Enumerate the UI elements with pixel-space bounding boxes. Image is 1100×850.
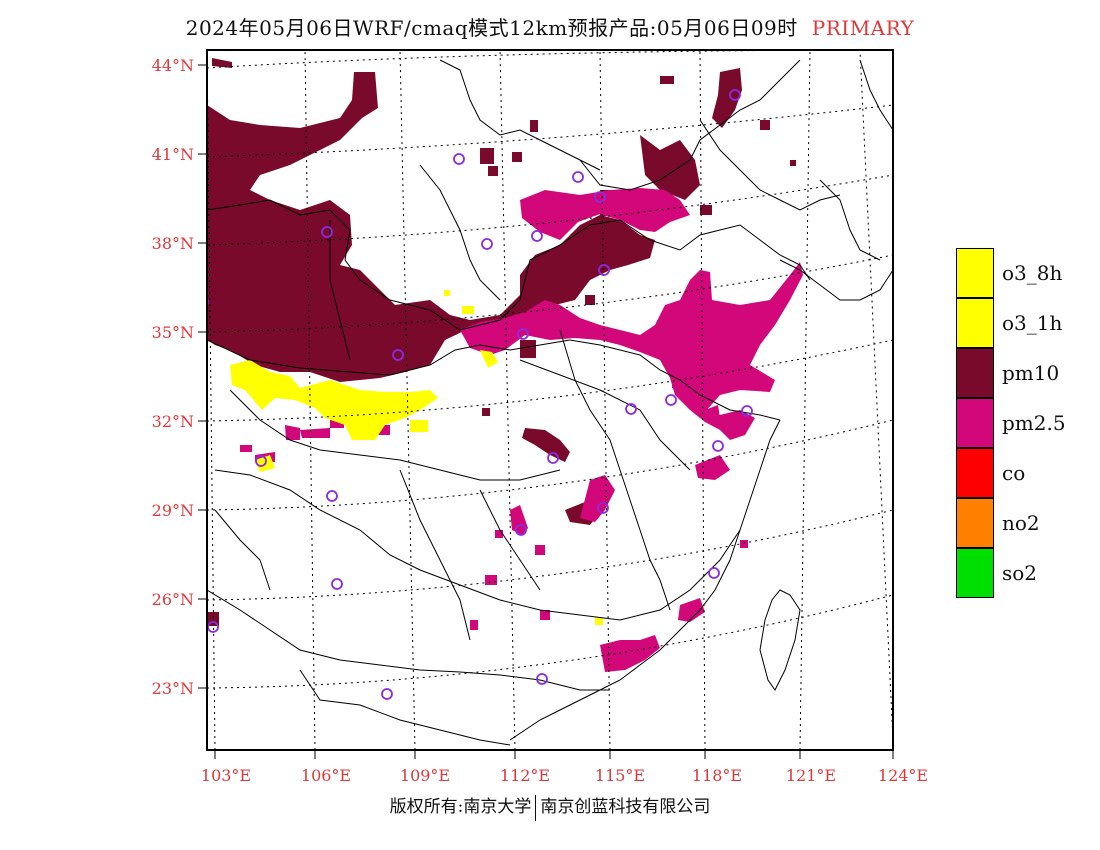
legend-swatch-o3-8h	[956, 248, 994, 298]
legend-item-pm25: pm2.5	[956, 397, 1066, 448]
legend-item-no2: no2	[956, 497, 1066, 548]
pm25-layer	[240, 188, 803, 672]
legend-swatch-o3-1h	[956, 297, 994, 348]
lon-label-118: 118°E	[692, 766, 742, 785]
lon-label-124: 124°E	[878, 766, 928, 785]
lon-label-121: 121°E	[786, 766, 836, 785]
graticule	[207, 50, 893, 750]
legend-swatch-no2	[956, 497, 994, 548]
lat-label-29: 29°N	[152, 501, 194, 520]
o3-layer	[230, 290, 603, 625]
footer-separator	[535, 794, 537, 821]
lon-label-106: 106°E	[301, 766, 351, 785]
title-text: 2024年05月06日WRF/cmaq模式12km预报产品:05月06日09时	[185, 16, 798, 40]
lat-labels: 44°N 41°N 38°N 35°N 32°N 29°N 26°N 23°N	[152, 56, 194, 698]
legend-label-pm10: pm10	[1002, 361, 1060, 385]
legend-label-o3-1h: o3_1h	[1002, 311, 1063, 335]
legend-swatch-pm10	[956, 347, 994, 398]
legend-item-co: co	[956, 447, 1066, 498]
lat-label-41: 41°N	[152, 145, 194, 164]
legend-swatch-pm25	[956, 397, 994, 448]
lat-label-38: 38°N	[152, 234, 194, 253]
lat-label-44: 44°N	[152, 56, 194, 75]
legend-swatch-so2	[956, 547, 994, 598]
legend-label-no2: no2	[1002, 511, 1040, 535]
map-title: 2024年05月06日WRF/cmaq模式12km预报产品:05月06日09时 P…	[0, 12, 1100, 41]
lon-label-115: 115°E	[595, 766, 645, 785]
map-frame	[206, 49, 894, 751]
copyright-footer: 版权所有:南京大学 南京创蓝科技有限公司	[0, 792, 1100, 821]
copyright-right: 南京创蓝科技有限公司	[540, 797, 711, 817]
legend-label-o3-8h: o3_8h	[1002, 261, 1063, 285]
legend: o3_8h o3_1h pm10 pm2.5 co no2 so2	[956, 248, 1066, 598]
legend-label-so2: so2	[1002, 561, 1038, 585]
legend-label-pm25: pm2.5	[1002, 411, 1066, 435]
legend-item-o3-1h: o3_1h	[956, 297, 1066, 348]
lat-label-35: 35°N	[152, 323, 194, 342]
lat-label-23: 23°N	[152, 679, 194, 698]
legend-swatch-co	[956, 447, 994, 498]
lon-labels: 103°E 106°E 109°E 112°E 115°E 118°E 121°…	[201, 766, 928, 785]
lon-ticks	[214, 750, 894, 759]
lon-label-109: 109°E	[400, 766, 450, 785]
station-markers	[207, 89, 753, 700]
lon-label-103: 103°E	[201, 766, 251, 785]
copyright-left: 版权所有:南京大学	[389, 797, 532, 817]
lat-label-26: 26°N	[152, 590, 194, 609]
legend-item-pm10: pm10	[956, 347, 1066, 398]
boundary-lines	[207, 59, 893, 746]
legend-item-so2: so2	[956, 547, 1066, 598]
product-label: PRIMARY	[811, 16, 915, 40]
legend-label-co: co	[1002, 461, 1026, 485]
legend-item-o3-8h: o3_8h	[956, 248, 1066, 298]
lat-label-32: 32°N	[152, 412, 194, 431]
lat-ticks	[198, 64, 207, 689]
lon-label-112: 112°E	[500, 766, 550, 785]
map-content	[207, 50, 893, 750]
